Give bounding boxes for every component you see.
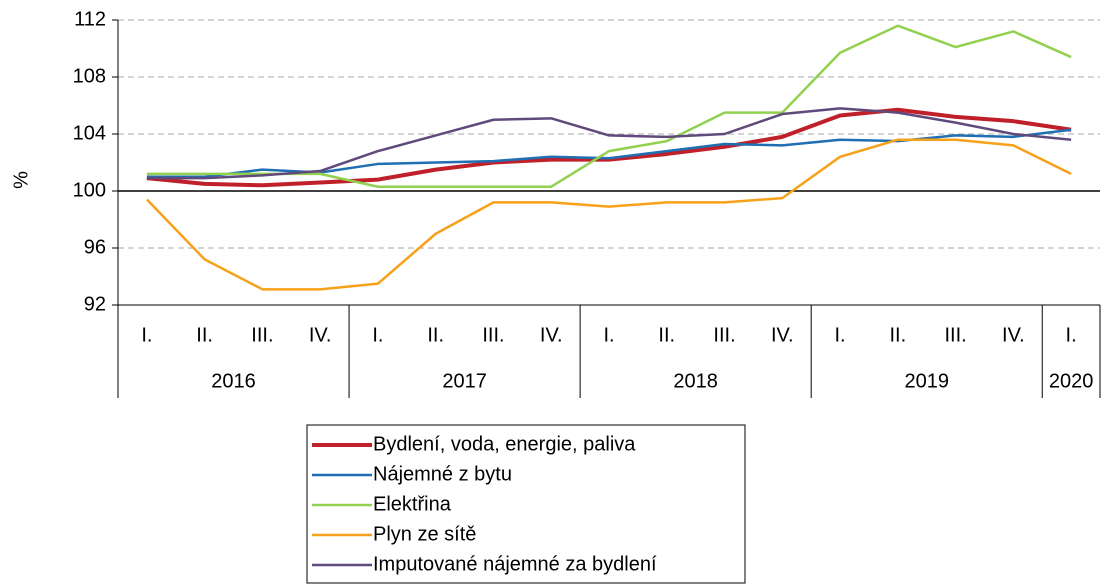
- legend-label: Nájemné z bytu: [373, 463, 512, 485]
- series-line: [146, 128, 1072, 178]
- x-tick-label: IV.: [540, 324, 563, 346]
- x-tick-label: III.: [713, 324, 735, 346]
- x-tick-label: III.: [251, 324, 273, 346]
- x-tick-label: I.: [603, 324, 614, 346]
- y-tick-label: 104: [73, 122, 106, 144]
- series-line: [146, 107, 1072, 180]
- x-tick-label: I.: [1066, 324, 1077, 346]
- x-tick-label: III.: [944, 324, 966, 346]
- x-tick-label: IV.: [309, 324, 332, 346]
- y-tick-label: 92: [84, 293, 106, 315]
- x-tick-label: II.: [427, 324, 444, 346]
- x-group-label: 2019: [904, 370, 949, 392]
- legend-box: [306, 424, 746, 584]
- x-tick-label: III.: [482, 324, 504, 346]
- y-tick-label: 108: [73, 65, 106, 87]
- legend-label: Elektřina: [373, 493, 452, 515]
- x-tick-label: I.: [834, 324, 845, 346]
- series-line: [146, 24, 1072, 188]
- legend-label: Plyn ze sítě: [373, 523, 476, 545]
- x-tick-label: I.: [372, 324, 383, 346]
- series-line: [146, 107, 1072, 188]
- y-axis-label: %: [10, 171, 32, 189]
- y-tick-label: 100: [73, 179, 106, 201]
- x-tick-label: II.: [196, 324, 213, 346]
- legend-label: Bydlení, voda, energie, paliva: [373, 433, 636, 455]
- y-tick-label: 112: [74, 8, 106, 30]
- legend-label: Imputované nájemné za bydlení: [373, 553, 657, 575]
- x-group-label: 2018: [673, 370, 718, 392]
- x-group-label: 2016: [211, 370, 256, 392]
- x-tick-label: IV.: [771, 324, 794, 346]
- series-line: [145, 138, 1072, 291]
- y-tick-label: 96: [84, 236, 106, 258]
- x-tick-label: II.: [889, 324, 906, 346]
- x-group-label: 2017: [442, 370, 487, 392]
- x-group-label: 2020: [1049, 370, 1094, 392]
- x-tick-label: II.: [658, 324, 675, 346]
- x-tick-label: IV.: [1002, 324, 1025, 346]
- x-tick-label: I.: [141, 324, 152, 346]
